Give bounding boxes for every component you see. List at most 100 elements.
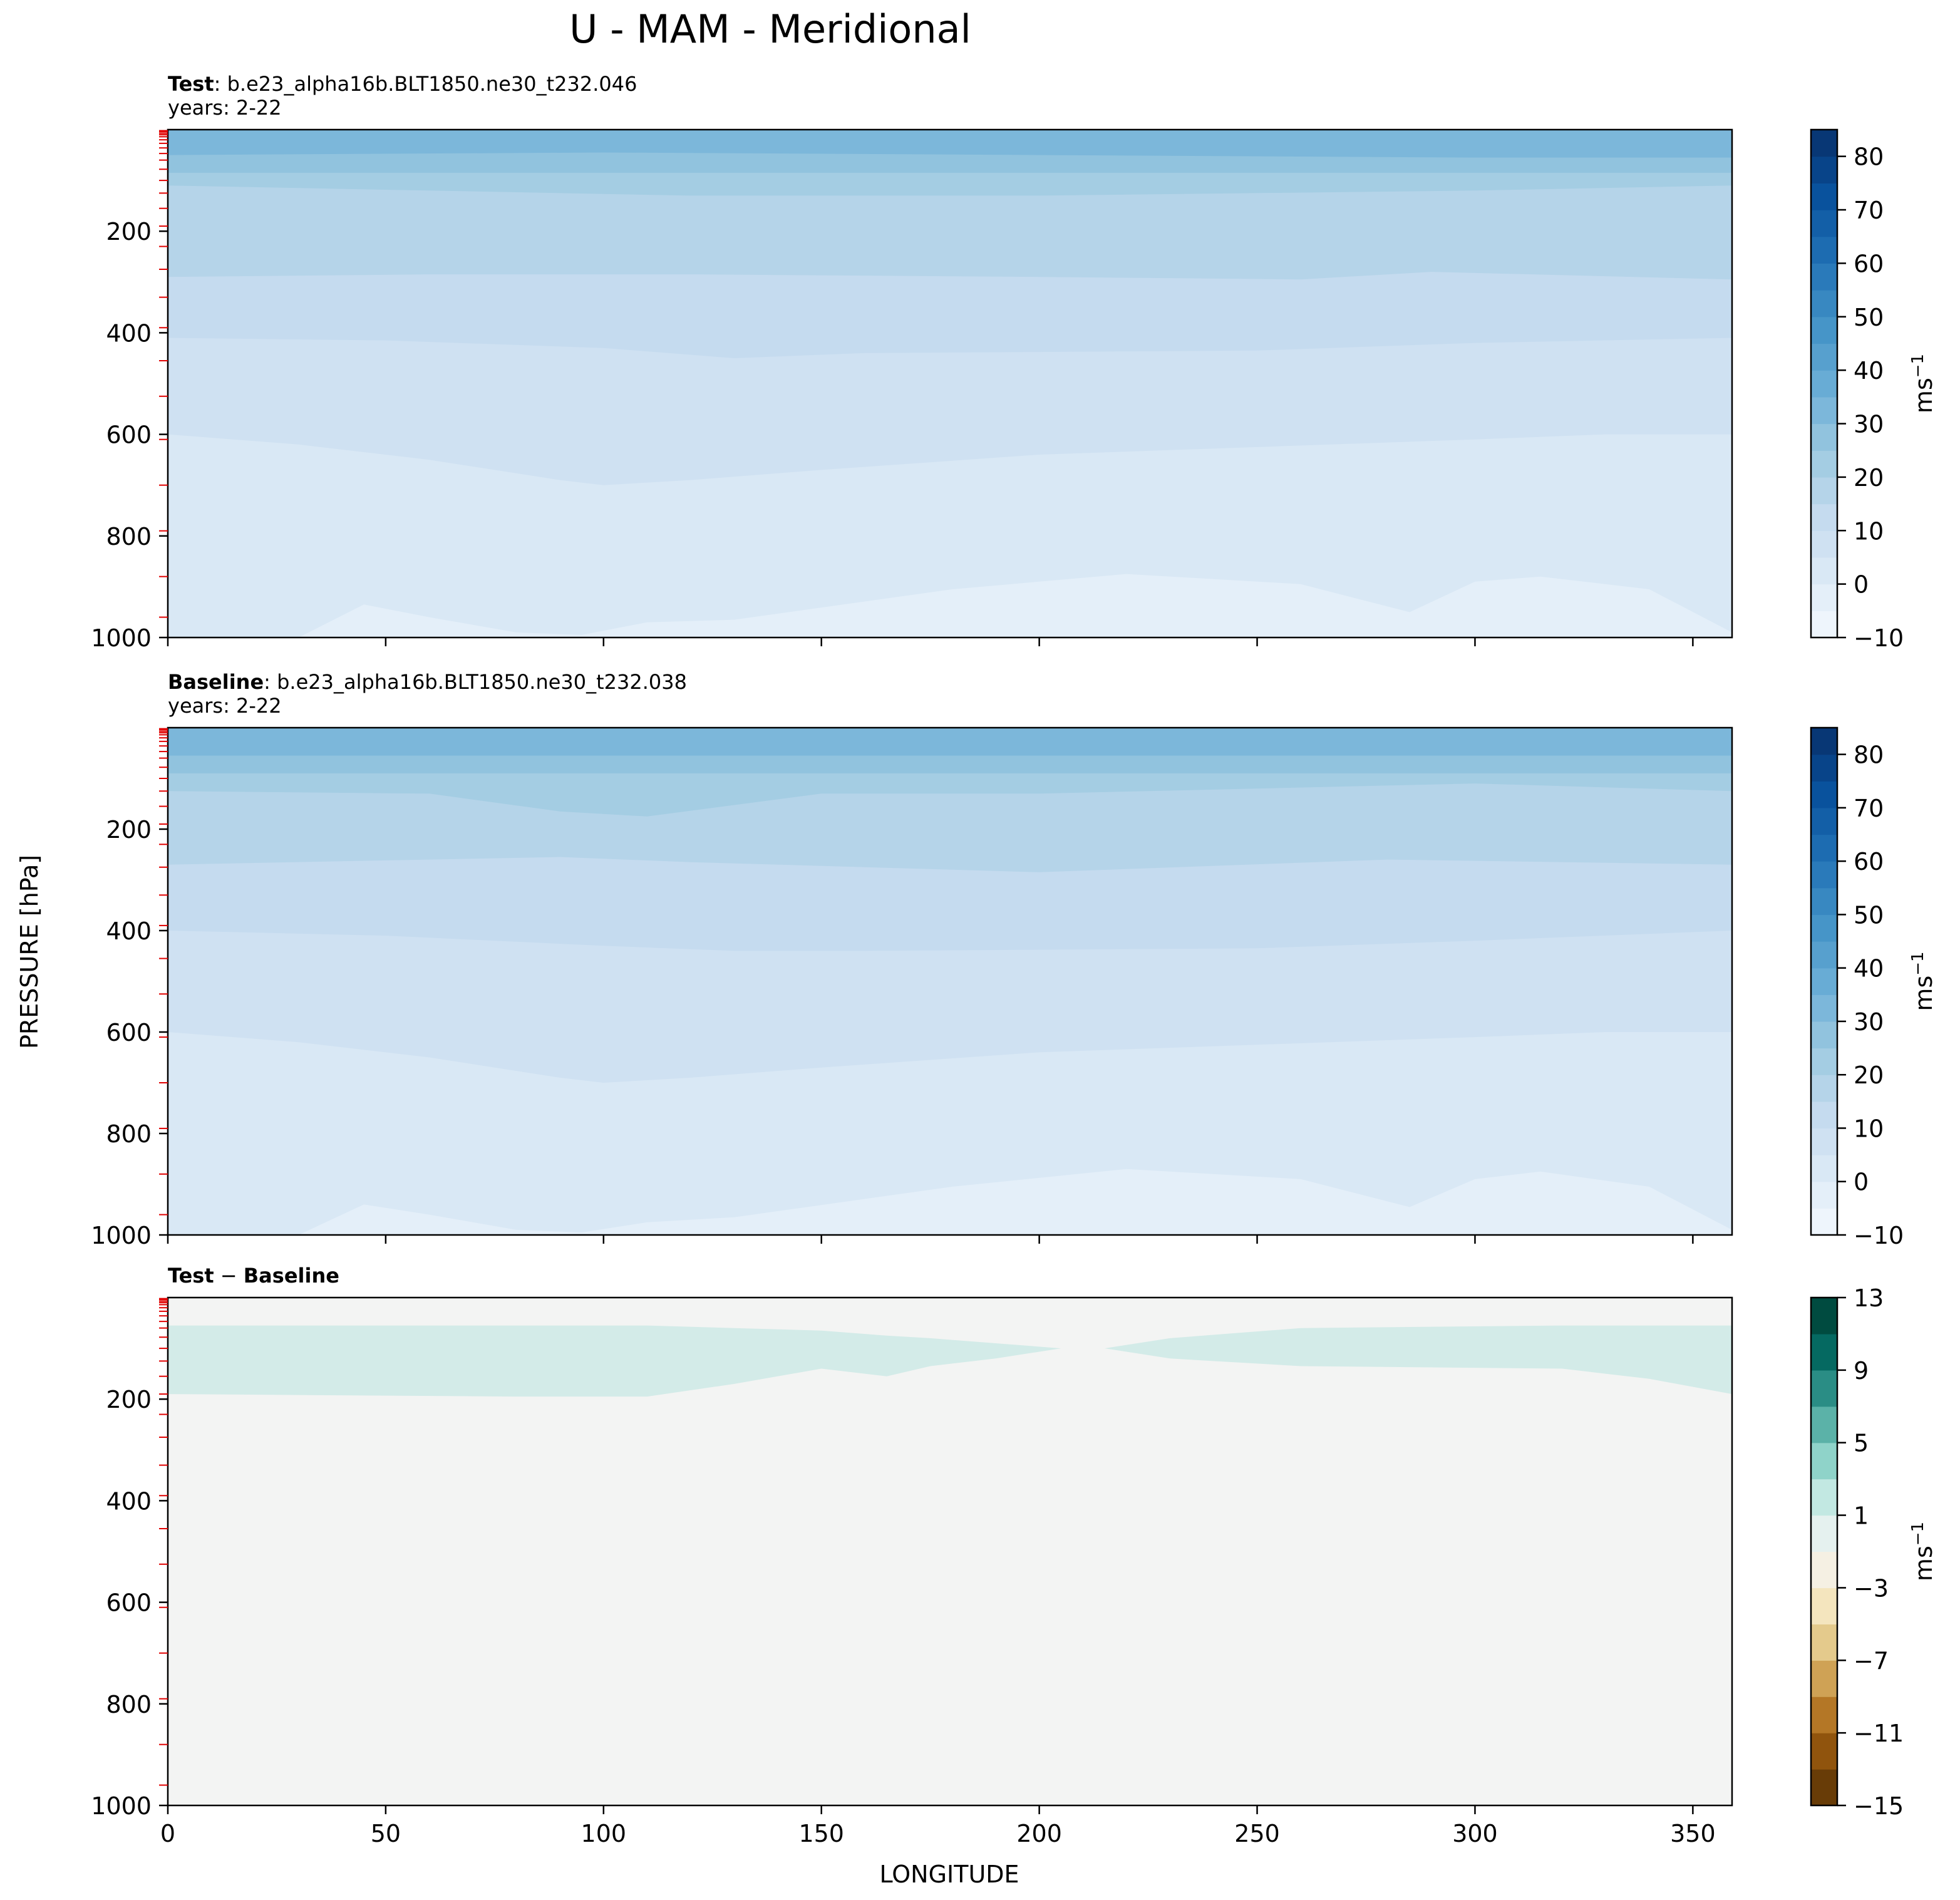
colorbar-band xyxy=(1811,370,1837,398)
y-axis-label: PRESSURE [hPa] xyxy=(16,855,43,1049)
colorbar-tick-label: 80 xyxy=(1854,741,1884,769)
colorbar-tick-label: −10 xyxy=(1854,624,1904,652)
colorbar-band xyxy=(1811,1128,1837,1155)
colorbar-tick-label: −11 xyxy=(1854,1720,1904,1747)
colorbar-tick-label: 13 xyxy=(1854,1284,1884,1312)
plot-frame xyxy=(167,726,1733,1236)
colorbar-band xyxy=(1811,611,1837,638)
colorbar-tick-label: 1 xyxy=(1854,1502,1869,1530)
y-tick-label: 800 xyxy=(106,1691,152,1718)
x-tick-label: 100 xyxy=(581,1820,627,1847)
colorbar-label: ms−1 xyxy=(1909,1522,1937,1581)
colorbar-band xyxy=(1811,1101,1837,1129)
colorbar-band xyxy=(1811,728,1837,755)
colorbar-band xyxy=(1811,1406,1837,1443)
colorbar-tick-label: 0 xyxy=(1854,1169,1869,1196)
colorbar-tick-label: −10 xyxy=(1854,1222,1904,1249)
diff-region-1 xyxy=(168,1325,1732,1397)
plot-area xyxy=(168,728,1732,1235)
colorbar-band xyxy=(1811,343,1837,371)
x-tick-label: 50 xyxy=(371,1820,401,1847)
colorbar-band xyxy=(1811,834,1837,862)
colorbar-band xyxy=(1811,1624,1837,1661)
colorbar-band xyxy=(1811,450,1837,478)
y-tick-label: 800 xyxy=(106,523,152,550)
colorbar-unit: ms xyxy=(1910,976,1937,1011)
contour-band-30 xyxy=(168,130,1732,158)
y-tick-label: 600 xyxy=(106,421,152,449)
panel-3: 200 400 600 800 1000 0 50 100 150 200 250 300 350 Tes… xyxy=(91,1264,1937,1847)
colorbar-band xyxy=(1811,316,1837,344)
plot-area xyxy=(168,1298,1732,1805)
colorbar-band xyxy=(1811,1298,1837,1335)
y-tick-label: 200 xyxy=(106,1386,152,1413)
y-tick-label: 1000 xyxy=(91,624,152,652)
colorbar-band xyxy=(1811,1588,1837,1624)
colorbar-tick-label: 40 xyxy=(1854,357,1884,385)
colorbar-band xyxy=(1811,1370,1837,1407)
colorbar-label: ms−1 xyxy=(1909,354,1937,413)
colorbar-tick-label: 20 xyxy=(1854,1061,1884,1089)
colorbar-tick-label: 9 xyxy=(1854,1357,1869,1385)
colorbar-tick-label: 10 xyxy=(1854,517,1884,545)
x-tick-label: 300 xyxy=(1452,1820,1498,1847)
colorbar-tick-label: −7 xyxy=(1854,1647,1889,1675)
x-tick-label: 250 xyxy=(1234,1820,1280,1847)
colorbar-band xyxy=(1811,1021,1837,1049)
x-tick-label: 0 xyxy=(160,1820,175,1847)
x-tick-label: 200 xyxy=(1016,1820,1062,1847)
colorbar-unit: ms xyxy=(1910,1546,1937,1581)
colorbar-band xyxy=(1811,477,1837,505)
plot-frame xyxy=(167,1296,1733,1807)
colorbar-band xyxy=(1811,530,1837,558)
colorbar-band xyxy=(1811,503,1837,531)
colorbar-band xyxy=(1811,156,1837,183)
y-tick-label: 600 xyxy=(106,1019,152,1046)
y-tick-label: 1000 xyxy=(91,1222,152,1249)
y-tick-label: 200 xyxy=(106,218,152,245)
colorbar-band xyxy=(1811,1515,1837,1552)
colorbar-band xyxy=(1811,290,1837,318)
colorbar-band xyxy=(1811,210,1837,237)
colorbar: −10 0 10 20 30 40 50 60 70 80 ms−1 xyxy=(1810,128,1937,652)
subtitle-bold-2: Baseline xyxy=(244,1264,339,1288)
colorbar-tick-label: 50 xyxy=(1854,304,1884,331)
x-tick-label: 350 xyxy=(1670,1820,1716,1847)
colorbar-band xyxy=(1811,1155,1837,1182)
colorbar-unit-exp: −1 xyxy=(1909,951,1927,975)
colorbar: −15 −11 −7 −3 1 5 9 13 ms−1 xyxy=(1810,1284,1937,1820)
colorbar-tick-label: 20 xyxy=(1854,464,1884,492)
contour-band-30 xyxy=(168,728,1732,756)
colorbar-tick-label: 60 xyxy=(1854,848,1884,875)
colorbar-tick-label: 60 xyxy=(1854,250,1884,277)
plot-frame xyxy=(167,128,1733,639)
colorbar-tick-label: 80 xyxy=(1854,143,1884,171)
x-tick-label: 150 xyxy=(798,1820,844,1847)
colorbar-frame xyxy=(1810,1296,1839,1807)
colorbar-band xyxy=(1811,781,1837,808)
colorbar-band xyxy=(1811,941,1837,969)
colorbar-band xyxy=(1811,1181,1837,1209)
panel-years: years: 2-22 xyxy=(168,694,282,718)
colorbar-band xyxy=(1811,968,1837,995)
colorbar-frame xyxy=(1810,128,1839,639)
subtitle-case: : b.e23_alpha16b.BLT1850.ne30_t232.038 xyxy=(264,670,687,694)
colorbar-band xyxy=(1811,1479,1837,1516)
colorbar-unit-exp: −1 xyxy=(1909,1522,1927,1546)
colorbar-band xyxy=(1811,914,1837,942)
colorbar-band xyxy=(1811,396,1837,425)
colorbar-band xyxy=(1811,1551,1837,1589)
colorbar-band xyxy=(1811,423,1837,451)
colorbar-band xyxy=(1811,1442,1837,1480)
colorbar-band xyxy=(1811,754,1837,782)
y-tick-label: 200 xyxy=(106,816,152,844)
colorbar-band xyxy=(1811,861,1837,889)
y-tick-label: 400 xyxy=(106,319,152,347)
colorbar-tick-label: 0 xyxy=(1854,571,1869,599)
colorbar-tick-label: −15 xyxy=(1854,1792,1904,1820)
colorbar-unit-exp: −1 xyxy=(1909,354,1927,378)
colorbar-band xyxy=(1811,584,1837,611)
